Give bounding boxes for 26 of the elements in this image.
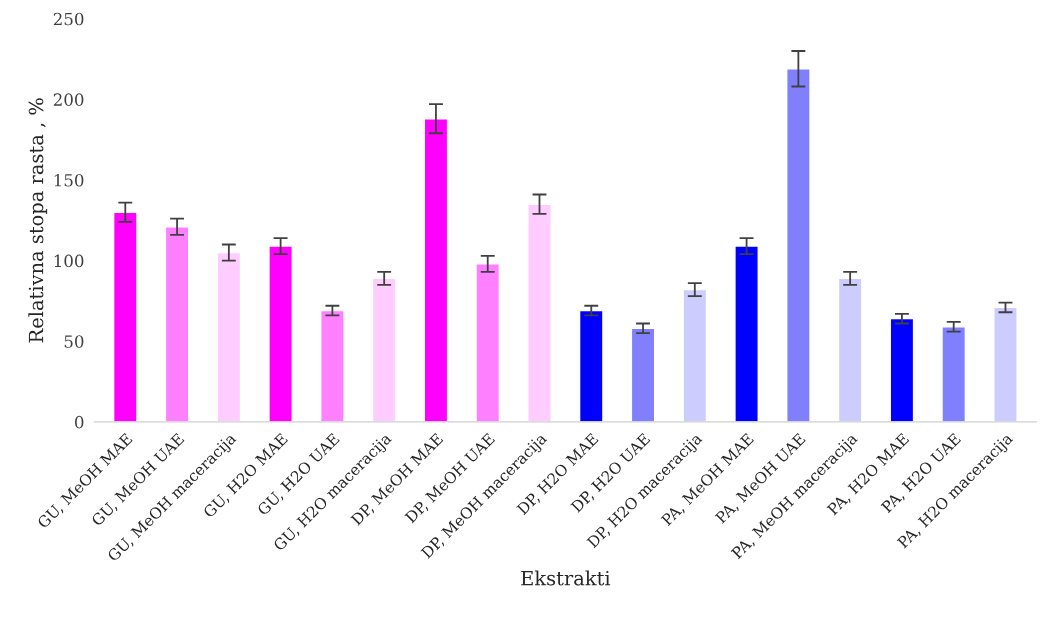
bar bbox=[527, 203, 552, 422]
y-tick-label: 150 bbox=[54, 173, 84, 187]
y-tick-label: 50 bbox=[64, 335, 84, 348]
bar bbox=[682, 288, 708, 422]
bar bbox=[578, 309, 604, 422]
x-axis-title: Ekstrakti bbox=[521, 570, 611, 586]
y-axis-title: Relativna stopa rasta , % bbox=[28, 98, 48, 343]
bar bbox=[889, 317, 915, 422]
bar bbox=[786, 68, 811, 422]
bar bbox=[941, 326, 967, 422]
bar bbox=[268, 245, 293, 422]
bar bbox=[371, 277, 397, 422]
bar bbox=[164, 226, 190, 422]
bar bbox=[734, 245, 759, 422]
bar bbox=[475, 263, 501, 422]
bar bbox=[423, 118, 449, 422]
y-tick-label: 100 bbox=[54, 254, 84, 268]
bar bbox=[837, 277, 863, 422]
bar bbox=[112, 211, 138, 422]
bar bbox=[630, 327, 656, 422]
bar bbox=[993, 306, 1018, 422]
bar bbox=[320, 309, 345, 422]
y-tick-label: 0 bbox=[75, 415, 84, 429]
bar bbox=[216, 251, 242, 422]
y-tick-label: 250 bbox=[53, 12, 84, 26]
y-tick-label: 200 bbox=[53, 93, 84, 106]
